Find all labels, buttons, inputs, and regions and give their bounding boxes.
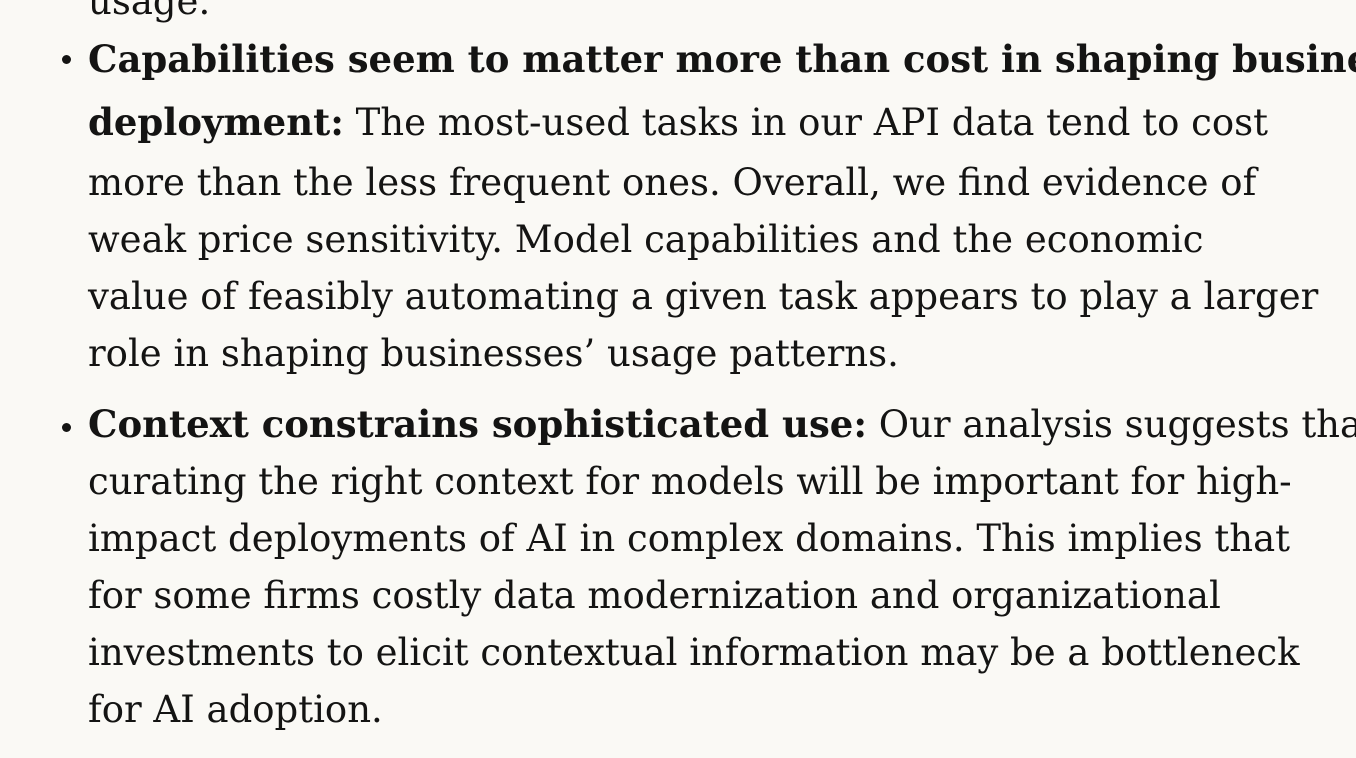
text-line: curating the right context for models wi…	[88, 453, 1356, 510]
text-line: Context constrains sophisticated use: Ou…	[88, 396, 1356, 453]
body-text: investments to elicit contextual informa…	[88, 631, 1300, 674]
bullet-icon	[62, 423, 71, 432]
body-text: for AI adoption.	[88, 688, 383, 731]
bullet-icon	[62, 55, 71, 64]
bold-lead: Capabilities seem to matter more than co…	[88, 37, 1356, 81]
text-line: more than the less frequent ones. Overal…	[88, 154, 1356, 211]
text-line: role in shaping businesses’ usage patter…	[88, 325, 1356, 382]
body-text: impact deployments of AI in complex doma…	[88, 517, 1291, 560]
bold-lead: deployment:	[88, 100, 344, 144]
list-item-context: Context constrains sophisticated use: Ou…	[0, 396, 1356, 738]
body-text: Our analysis suggests that	[867, 403, 1356, 446]
text-line: for AI adoption.	[88, 681, 1356, 738]
text-line: value of feasibly automating a given tas…	[88, 268, 1356, 325]
body-text: more than the less frequent ones. Overal…	[88, 161, 1257, 204]
text-line: impact deployments of AI in complex doma…	[88, 510, 1356, 567]
body-text: value of feasibly automating a given tas…	[88, 275, 1319, 318]
text-line: deployment: The most-used tasks in our A…	[88, 91, 1356, 154]
text-line: weak price sensitivity. Model capabiliti…	[88, 211, 1356, 268]
body-text: curating the right context for models wi…	[88, 460, 1292, 503]
findings-list: Capabilities seem to matter more than co…	[0, 28, 1356, 752]
clipped-previous-text: usage.	[88, 0, 211, 23]
text-line: investments to elicit contextual informa…	[88, 624, 1356, 681]
list-item-capabilities: Capabilities seem to matter more than co…	[0, 28, 1356, 382]
body-text: for some firms costly data modernization…	[88, 574, 1221, 617]
body-text: weak price sensitivity. Model capabiliti…	[88, 218, 1204, 261]
bold-lead: Context constrains sophisticated use:	[88, 402, 867, 446]
body-text: role in shaping businesses’ usage patter…	[88, 332, 899, 375]
text-line: Capabilities seem to matter more than co…	[88, 28, 1356, 91]
body-text: The most-used tasks in our API data tend…	[343, 101, 1268, 144]
text-line: for some firms costly data modernization…	[88, 567, 1356, 624]
